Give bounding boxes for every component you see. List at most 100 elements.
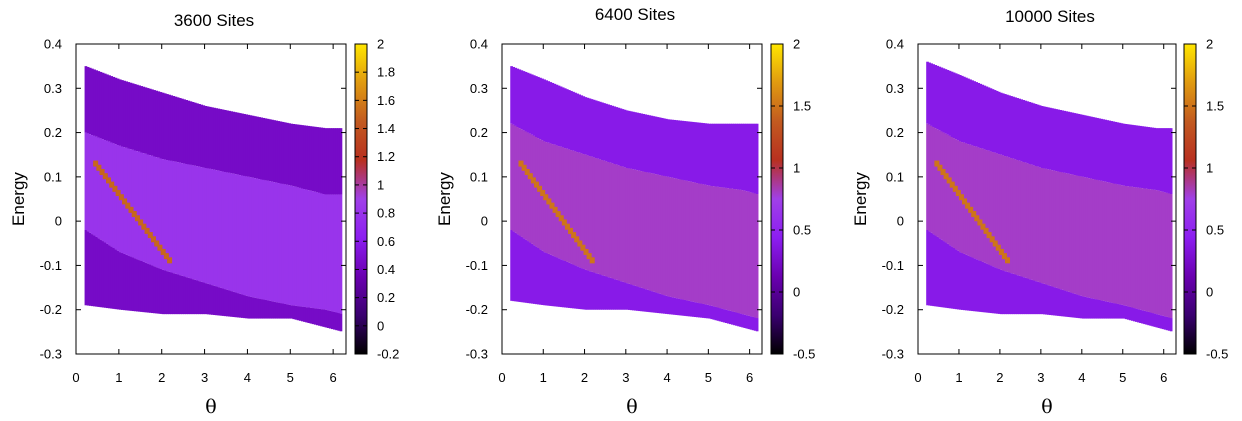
band-strip-lower [1114,303,1118,319]
band-strip-lower [706,304,709,319]
band-strip-core [1008,157,1011,273]
band-strip-lower [84,230,88,306]
band-strip-core [268,181,272,301]
band-strip-lower [749,316,753,330]
band-strip-lower [520,236,524,303]
band-strip-core [1110,183,1114,303]
band-strip-lower [702,303,705,318]
band-strip-core [1026,163,1030,279]
band-strip-core [617,165,621,281]
band-strip-lower [936,236,940,307]
band-strip-lower [1161,315,1165,330]
y-tick-label: 0.2 [470,125,488,140]
band-strip-lower [731,311,734,325]
streak-cell [952,185,958,192]
band-strip-upper [176,97,180,163]
band-strip-core [1108,182,1112,303]
band-strip-core [1042,168,1046,284]
band-strip-upper [689,121,693,182]
band-strip-core [86,133,90,232]
band-strip-upper [512,66,515,125]
band-strip-core [1133,187,1136,309]
spectral-band [926,61,1173,332]
band-strip-upper [262,117,266,180]
band-strip-lower [710,305,714,320]
band-strip-upper [1116,122,1120,185]
band-strip-upper [981,84,985,149]
streak-cell [147,232,153,239]
band-strip-lower [155,267,159,314]
band-strip-upper [956,74,960,141]
band-strip-lower [948,245,952,309]
band-strip-lower [91,234,94,307]
colorbar-tick-label: 0 [1206,285,1213,300]
band-strip-core [234,174,238,293]
band-strip-upper [983,85,987,150]
band-strip-core [1128,186,1132,307]
band-strip-upper [708,123,712,186]
band-strip-lower [290,305,294,319]
band-strip-lower [741,314,745,328]
band-strip-core [563,148,567,261]
band-strip-lower [574,265,577,309]
band-strip-upper [938,66,942,131]
band-strip-lower [958,252,962,310]
band-strip-core [219,171,223,288]
band-strip-lower [985,263,989,313]
band-strip-upper [658,117,662,176]
band-strip-lower [561,260,565,308]
band-strip-upper [174,96,178,162]
band-strip-upper [557,85,561,147]
band-strip-upper [1114,121,1118,184]
band-strip-upper [1133,125,1136,188]
band-strip-lower [991,266,995,314]
band-strip-core [561,147,565,261]
band-strip-upper [251,115,255,178]
band-strip-lower [217,287,221,316]
band-strip-lower [983,262,987,313]
band-strip-upper [940,67,944,132]
band-strip-lower [226,289,229,317]
band-strip-lower [522,238,526,303]
band-strip-core [625,168,629,284]
band-strip-core [324,194,328,310]
band-strip-lower [1059,289,1062,317]
band-strip-upper [679,120,683,180]
band-strip-lower [268,300,272,319]
band-strip-core [985,150,989,264]
band-strip-core [337,194,341,314]
band-strip-lower [1016,275,1019,315]
band-strip-lower [667,296,670,315]
band-strip-upper [967,78,970,145]
band-strip-upper [946,70,950,135]
band-strip-upper [116,78,120,146]
band-strip-lower [629,284,633,311]
band-strip-upper [279,121,283,184]
chart-title: 10000 Sites [1005,7,1095,26]
band-strip-core [718,187,722,309]
band-strip-core [695,183,699,303]
band-strip-core [187,164,191,278]
band-strip-lower [262,299,266,319]
band-strip-core [989,151,993,266]
band-strip-upper [594,100,598,159]
band-strip-upper [256,116,259,179]
band-strip-core [1118,184,1122,305]
band-strip-lower [127,255,131,311]
band-strip-lower [202,282,206,315]
band-strip-lower [221,288,225,316]
band-strip-core [110,142,114,247]
band-strip-upper [1034,104,1038,167]
band-strip-lower [166,271,169,315]
band-strip-core [1030,164,1034,280]
band-strip-upper [936,65,940,130]
band-strip-upper [333,128,336,195]
band-strip-lower [543,252,546,306]
band-strip-upper [987,87,991,151]
band-strip-core [648,172,652,291]
band-strip-lower [1067,291,1071,318]
band-strip-core [681,179,685,300]
band-strip-upper [172,96,176,162]
band-strip-upper [1096,117,1099,180]
band-strip-lower [298,306,302,321]
